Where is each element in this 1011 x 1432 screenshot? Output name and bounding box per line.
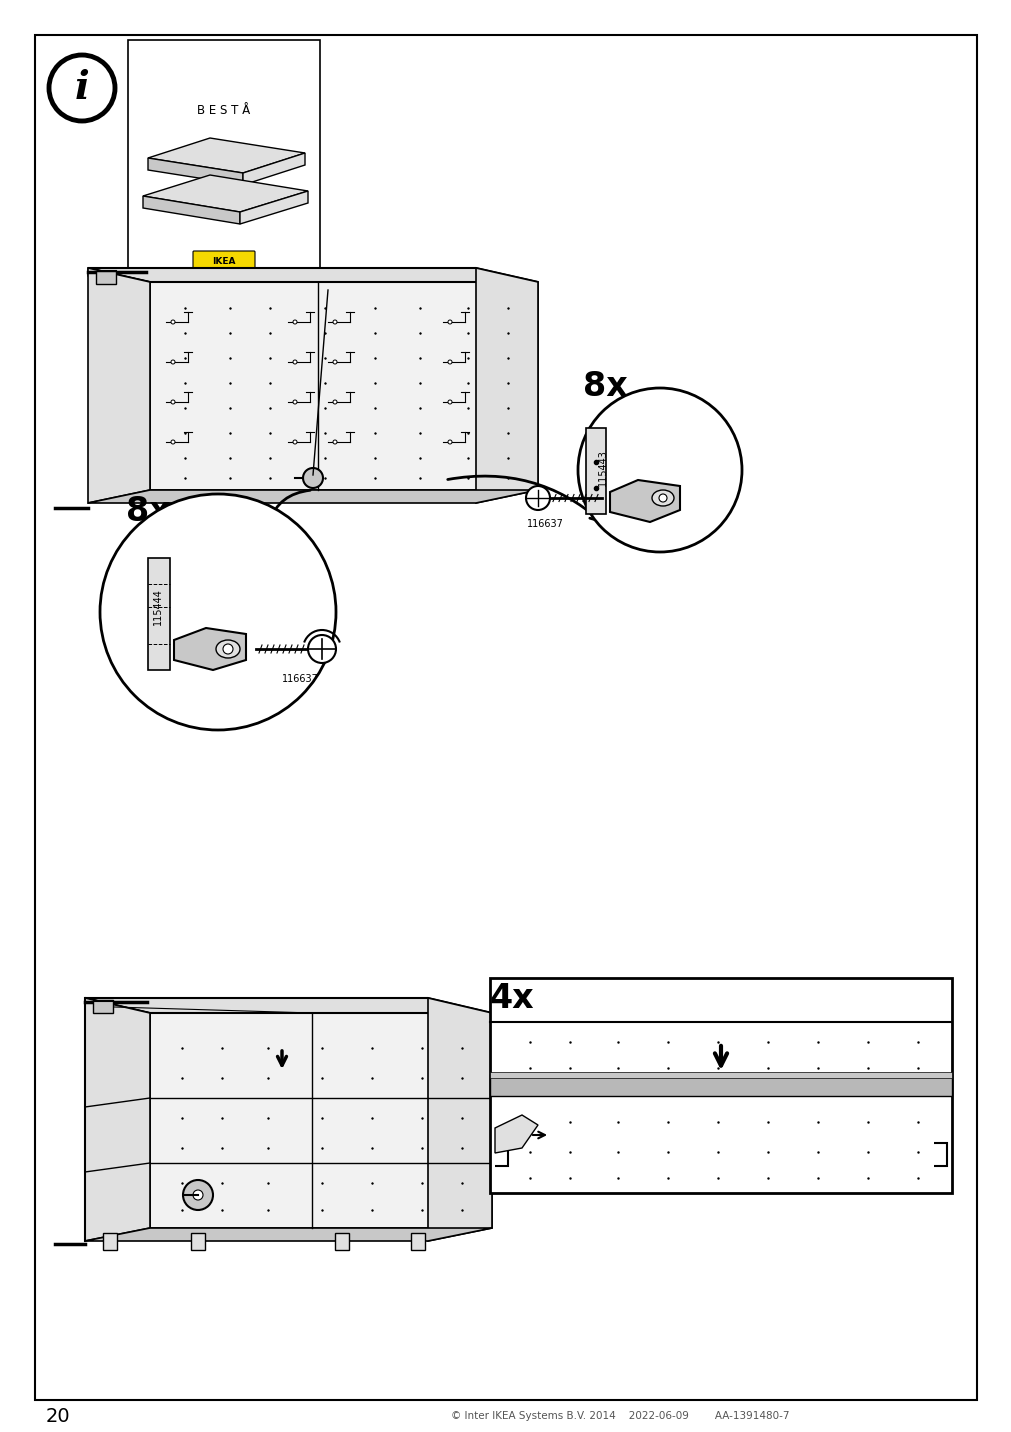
Circle shape: [526, 485, 549, 510]
Circle shape: [333, 359, 337, 364]
Bar: [150, 1012, 491, 1229]
Bar: [489, 1073, 951, 1078]
Circle shape: [49, 54, 115, 120]
Circle shape: [448, 440, 452, 444]
Circle shape: [333, 319, 337, 324]
FancyArrowPatch shape: [268, 490, 310, 521]
FancyArrowPatch shape: [447, 475, 600, 521]
Polygon shape: [494, 1116, 538, 1153]
Polygon shape: [143, 175, 307, 212]
Circle shape: [302, 468, 323, 488]
Polygon shape: [610, 480, 679, 523]
Polygon shape: [143, 196, 240, 223]
Circle shape: [658, 494, 666, 503]
Circle shape: [100, 494, 336, 730]
Bar: [103, 1233, 117, 1250]
Text: 8x: 8x: [582, 371, 627, 404]
Text: i: i: [75, 69, 89, 107]
Circle shape: [222, 644, 233, 654]
Polygon shape: [88, 268, 150, 503]
Bar: [489, 978, 951, 1193]
Polygon shape: [428, 998, 491, 1242]
Polygon shape: [174, 629, 246, 670]
Bar: [127, 40, 319, 282]
Text: B E S T Å: B E S T Å: [197, 103, 251, 116]
Ellipse shape: [651, 490, 673, 505]
Bar: [585, 428, 606, 514]
Circle shape: [293, 440, 296, 444]
Polygon shape: [88, 268, 150, 291]
Circle shape: [448, 319, 452, 324]
Circle shape: [307, 634, 336, 663]
Circle shape: [171, 359, 175, 364]
Polygon shape: [475, 268, 538, 503]
Text: 115444: 115444: [153, 589, 163, 626]
Text: 115443: 115443: [598, 450, 608, 487]
Circle shape: [193, 1190, 203, 1200]
Polygon shape: [85, 998, 150, 1022]
Bar: [93, 1000, 113, 1012]
Circle shape: [293, 400, 296, 404]
Circle shape: [333, 400, 337, 404]
Circle shape: [448, 359, 452, 364]
Bar: [335, 1233, 349, 1250]
Polygon shape: [85, 998, 491, 1012]
Circle shape: [293, 319, 296, 324]
Ellipse shape: [215, 640, 240, 657]
Polygon shape: [148, 137, 304, 173]
Circle shape: [171, 400, 175, 404]
Polygon shape: [88, 490, 538, 503]
Text: IKEA: IKEA: [212, 258, 236, 266]
Circle shape: [171, 440, 175, 444]
Bar: [191, 1233, 205, 1250]
Text: © Inter IKEA Systems B.V. 2014    2022-06-09        AA-1391480-7: © Inter IKEA Systems B.V. 2014 2022-06-0…: [450, 1411, 789, 1421]
Circle shape: [333, 440, 337, 444]
Circle shape: [577, 388, 741, 551]
Text: 4x: 4x: [489, 981, 534, 1014]
Bar: [150, 282, 538, 490]
Text: 116637: 116637: [526, 518, 563, 528]
Text: 8x: 8x: [125, 495, 170, 528]
Bar: [148, 558, 170, 670]
Text: 116637: 116637: [281, 674, 318, 684]
Bar: [96, 271, 116, 284]
Circle shape: [448, 400, 452, 404]
Polygon shape: [240, 190, 307, 223]
Polygon shape: [85, 998, 150, 1242]
Bar: [489, 1074, 951, 1095]
Circle shape: [183, 1180, 212, 1210]
Polygon shape: [88, 268, 538, 282]
Polygon shape: [85, 1229, 491, 1242]
Polygon shape: [148, 158, 243, 185]
Bar: [410, 1233, 425, 1250]
Circle shape: [171, 319, 175, 324]
FancyBboxPatch shape: [193, 251, 255, 274]
Text: 20: 20: [45, 1406, 70, 1425]
Circle shape: [293, 359, 296, 364]
Polygon shape: [243, 153, 304, 185]
